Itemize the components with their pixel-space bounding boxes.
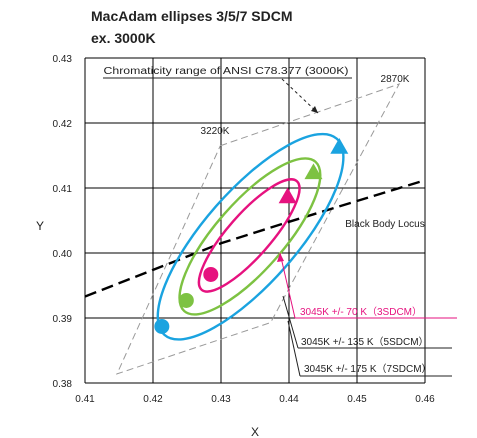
start-dot-sdcm7 [154, 318, 170, 334]
ansi-range-label: Chromaticity range of ANSI C78.377 (3000… [104, 66, 349, 77]
ansi-range-quadrangle [116, 83, 401, 375]
ellipse-sdcm3 [197, 178, 301, 293]
x-tick-label: 0.44 [279, 394, 299, 405]
y-tick-label: 0.39 [53, 314, 73, 325]
y-tick-label: 0.40 [53, 249, 73, 260]
ellipse-sdcm5 [178, 157, 322, 316]
end-arrow-sdcm3 [278, 187, 297, 204]
x-tick-label: 0.43 [211, 394, 231, 405]
ansi-label-leader [281, 78, 319, 114]
x-tick-label: 0.41 [75, 394, 95, 405]
y-tick-labels: 0.38 0.39 0.40 0.41 0.42 0.43 [53, 54, 73, 390]
corner-label-3220k: 3220K [201, 126, 230, 137]
chart-subtitle: ex. 3000K [91, 30, 156, 46]
chart-title: MacAdam ellipses 3/5/7 SDCM [91, 8, 293, 24]
y-axis-label: Y [36, 219, 44, 233]
start-dot-sdcm3 [203, 266, 219, 282]
end-arrow-sdcm7 [330, 138, 349, 154]
black-body-locus-line [85, 179, 425, 298]
legend-7sdcm-label: 3045K +/- 175 K（7SDCM） [304, 363, 432, 375]
y-tick-label: 0.38 [53, 379, 73, 390]
leader-5sdcm [282, 295, 299, 349]
legend-3sdcm-label: 3045K +/- 70 K（3SDCM） [300, 306, 422, 318]
leader-3sdcm [279, 252, 296, 319]
x-axis-label: X [251, 425, 259, 438]
x-tick-label: 0.45 [347, 394, 367, 405]
start-dot-sdcm5 [178, 292, 194, 308]
x-tick-labels: 0.41 0.42 0.43 0.44 0.45 0.46 [75, 394, 435, 405]
y-tick-label: 0.42 [53, 119, 73, 130]
ellipse-sdcm7 [156, 132, 345, 341]
end-arrow-sdcm5 [304, 163, 323, 180]
ansi-label-arrowhead [311, 106, 318, 113]
leader-3sdcm-arrowhead [277, 253, 284, 262]
x-tick-label: 0.42 [143, 394, 163, 405]
y-tick-label: 0.43 [53, 54, 73, 65]
y-tick-label: 0.41 [53, 184, 73, 195]
corner-label-2870k: 2870K [381, 74, 410, 85]
leader-7sdcm [287, 320, 301, 377]
black-body-locus-label: Black Body Locus [345, 219, 425, 230]
legend-5sdcm-label: 3045K +/- 135 K（5SDCM） [301, 336, 429, 348]
x-tick-label: 0.46 [415, 394, 435, 405]
